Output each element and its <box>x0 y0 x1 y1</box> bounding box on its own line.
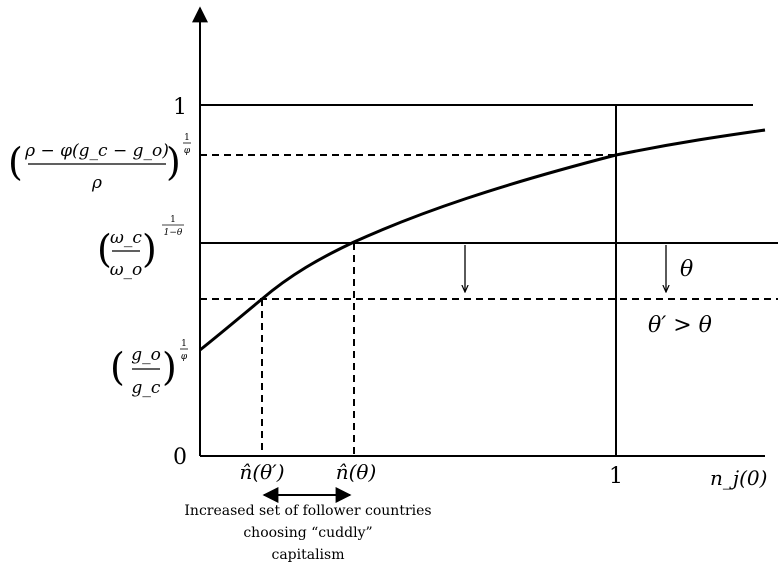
growth-ratio-exp-num: 1 <box>181 339 187 349</box>
top-ratio-denominator: ρ <box>91 173 102 193</box>
growth-ratio-exp-den: φ <box>181 352 188 362</box>
label-theta-prime: θ′ > θ <box>648 313 712 338</box>
label-top-ratio: ( ρ − φ(g_c − g_o) ρ ) 1 φ <box>8 133 191 193</box>
wage-ratio-numerator: ω_c <box>110 228 142 248</box>
top-ratio-numerator: ρ − φ(g_c − g_o) <box>24 141 169 161</box>
svg-text:(: ( <box>8 140 23 184</box>
top-ratio-exp-den: φ <box>184 146 191 156</box>
svg-text:): ) <box>142 227 157 271</box>
wage-ratio-denominator: ω_o <box>110 260 143 280</box>
label-wage-ratio: ( ω_c ω_o ) 1 1−θ <box>97 215 184 280</box>
wage-ratio-exp-num: 1 <box>170 215 176 225</box>
x-axis-label: n_j(0) <box>710 466 767 490</box>
growth-ratio-numerator: g_o <box>131 345 161 365</box>
svg-text:(: ( <box>110 345 125 389</box>
x-marker-n-hat-theta: n̂(θ) <box>336 460 377 484</box>
payoff-curve <box>199 128 766 352</box>
y-tick-zero: 0 <box>173 445 187 470</box>
label-theta: θ <box>680 257 693 282</box>
top-ratio-exp-num: 1 <box>184 133 190 143</box>
caption-line-3: capitalism <box>271 547 344 563</box>
x-tick-one: 1 <box>609 464 623 489</box>
y-tick-one: 1 <box>173 95 187 120</box>
wage-ratio-exp-den: 1−θ <box>164 228 183 238</box>
svg-text:): ) <box>162 345 177 389</box>
label-growth-ratio: ( g_o g_c ) 1 φ <box>110 339 188 398</box>
caption-line-1: Increased set of follower countries <box>184 503 431 519</box>
growth-ratio-denominator: g_c <box>132 378 161 398</box>
x-marker-n-hat-theta-prime: n̂(θ′) <box>239 460 284 484</box>
caption-line-2: choosing “cuddly” <box>243 525 372 541</box>
svg-text:): ) <box>166 140 181 184</box>
svg-text:(: ( <box>97 227 112 271</box>
